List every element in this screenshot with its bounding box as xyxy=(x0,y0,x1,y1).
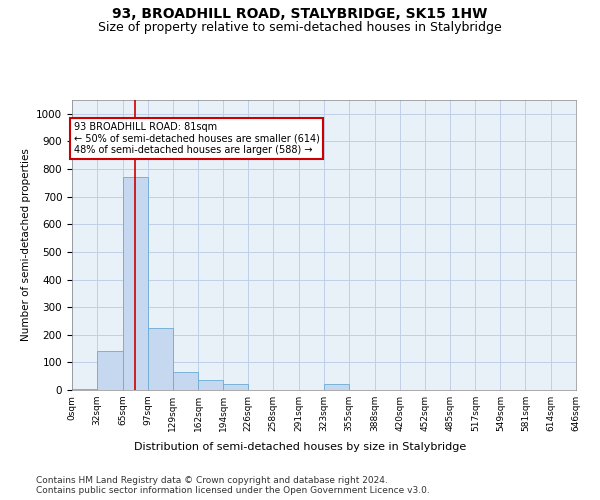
Bar xyxy=(324,384,349,390)
Bar xyxy=(173,372,199,390)
Text: Distribution of semi-detached houses by size in Stalybridge: Distribution of semi-detached houses by … xyxy=(134,442,466,452)
Bar xyxy=(97,352,123,390)
Y-axis label: Number of semi-detached properties: Number of semi-detached properties xyxy=(20,148,31,342)
Bar xyxy=(199,380,223,390)
Text: Contains HM Land Registry data © Crown copyright and database right 2024.
Contai: Contains HM Land Registry data © Crown c… xyxy=(36,476,430,495)
Bar xyxy=(223,384,248,390)
Text: 93, BROADHILL ROAD, STALYBRIDGE, SK15 1HW: 93, BROADHILL ROAD, STALYBRIDGE, SK15 1H… xyxy=(112,8,488,22)
Text: Size of property relative to semi-detached houses in Stalybridge: Size of property relative to semi-detach… xyxy=(98,21,502,34)
Bar xyxy=(148,328,173,390)
Bar xyxy=(72,388,97,390)
Text: 93 BROADHILL ROAD: 81sqm
← 50% of semi-detached houses are smaller (614)
48% of : 93 BROADHILL ROAD: 81sqm ← 50% of semi-d… xyxy=(74,122,319,156)
Bar xyxy=(123,178,148,390)
